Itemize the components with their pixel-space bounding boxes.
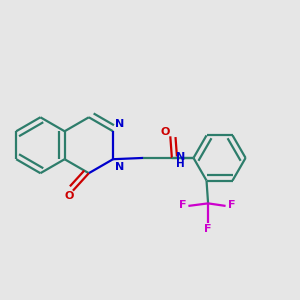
Text: O: O [64,191,74,201]
Text: O: O [161,127,170,136]
Text: N: N [176,152,185,162]
Text: N: N [115,119,124,129]
Text: F: F [204,224,212,234]
Text: F: F [227,200,235,210]
Text: H: H [176,159,184,169]
Text: F: F [179,200,186,210]
Text: N: N [115,162,124,172]
